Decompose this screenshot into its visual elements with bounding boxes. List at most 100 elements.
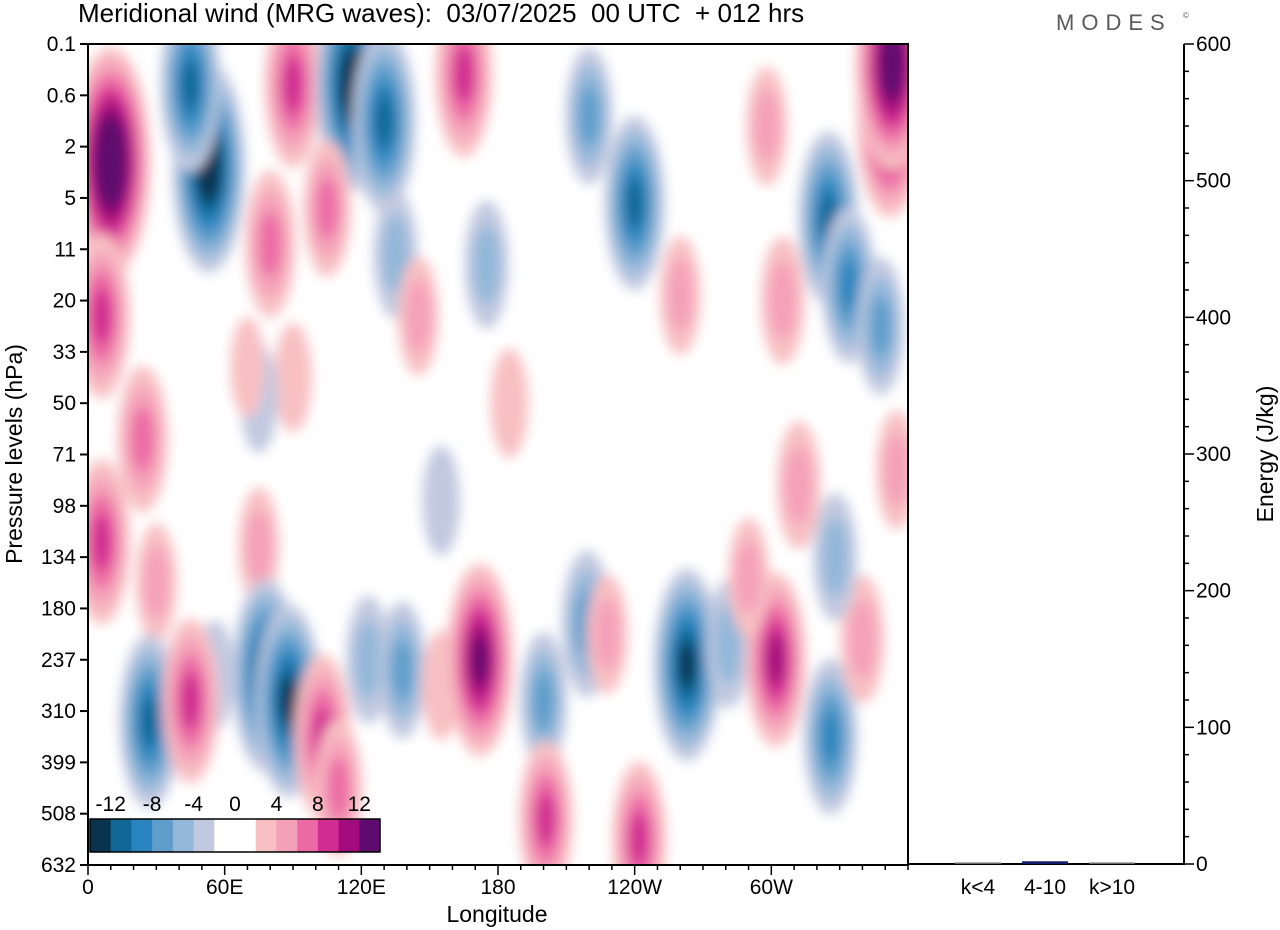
energy-bar-1 [1022, 861, 1068, 864]
contour-ring [490, 348, 529, 459]
contour-ring [283, 56, 303, 114]
energy-bar-0 [955, 862, 1001, 864]
pressure-tick-label: 2 [64, 136, 76, 159]
wind-anomaly-15 [798, 131, 859, 306]
colorbar-swatch [255, 819, 277, 852]
colorbar-swatch [110, 819, 132, 852]
colorbar-label: -8 [143, 793, 162, 816]
contour-ring [140, 696, 159, 747]
contour-ring [354, 620, 382, 700]
colorbar-frame [89, 818, 381, 853]
wind-anomaly-32 [162, 618, 219, 784]
colorbar-swatch [90, 819, 112, 852]
wind-anomaly-21 [760, 236, 805, 365]
contour-ring [391, 639, 413, 701]
colorbar-label: 12 [348, 793, 371, 816]
contour-ring [626, 178, 644, 228]
wind-anomaly-20 [857, 257, 905, 396]
longitude-tick-label: 120E [337, 876, 386, 899]
wind-anomaly-12 [464, 200, 509, 329]
colorbar-swatch [317, 819, 340, 852]
energy-axis-label: Energy (J/kg) [1252, 386, 1278, 523]
wind-anomaly-13 [604, 115, 665, 291]
contour-ring [230, 316, 265, 418]
wind-anomaly-52 [776, 421, 821, 550]
contour-ring [94, 113, 128, 211]
colorbar-swatch [359, 819, 381, 852]
energy-category-label: 4-10 [1024, 876, 1066, 899]
colorbar-swatch [152, 819, 174, 852]
contour-ring [714, 604, 742, 684]
contour-ring [594, 597, 620, 671]
longitude-tick-label: 0 [82, 876, 94, 899]
contour-ring [328, 757, 350, 819]
wind-anomaly-28 [88, 459, 131, 625]
wind-anomaly-17 [855, 44, 908, 171]
contour-ring [280, 677, 297, 725]
colorbar: -12 -8 -4 0 4 8 12 [89, 793, 381, 853]
energy-tick-label: 200 [1196, 580, 1231, 603]
wind-anomaly-27 [238, 487, 280, 607]
contour-ring [471, 636, 488, 684]
longitude-tick-label: 120W [607, 876, 662, 899]
wind-anomaly-9 [245, 170, 296, 318]
contour-ring [821, 709, 840, 764]
contour-ring [375, 94, 394, 148]
wind-anomaly-14 [565, 47, 613, 185]
colorbar-swatch [193, 819, 215, 852]
colorbar-swatch [172, 819, 195, 852]
contour-ring [246, 510, 272, 584]
colorbar-swatch [214, 819, 236, 852]
contour-ring [735, 541, 762, 615]
chart-title: Meridional wind (MRG waves): 03/07/2025 … [78, 0, 805, 28]
wind-anomaly-25 [490, 348, 529, 459]
longitude-tick-label: 60W [750, 876, 793, 899]
pressure-tick-label: 98 [53, 495, 76, 518]
pressure-tick-label: 5 [64, 187, 76, 210]
x-axis-label: Longitude [446, 901, 547, 927]
energy-tick-label: 300 [1196, 443, 1231, 466]
wind-anomaly-22 [397, 256, 439, 376]
contour-ring [879, 44, 905, 101]
wind-anomaly-1 [88, 233, 131, 399]
contour-ring [143, 546, 169, 620]
contour-ring [754, 89, 780, 163]
wind-anomaly-0 [88, 47, 151, 277]
energy-panel: k<4 4-10 k>10 [907, 44, 1185, 899]
pressure-tick-label: 632 [41, 854, 76, 877]
contour-ring [181, 60, 200, 110]
colorbar-swatch [276, 819, 298, 852]
contour-ring [533, 670, 555, 732]
colorbar-swatch [131, 819, 153, 852]
contour-ring [274, 322, 312, 433]
contour-ring [453, 46, 474, 104]
wind-anomaly-38 [378, 601, 426, 739]
pressure-tick-label: 71 [53, 444, 76, 467]
wind-anomaly-37 [346, 595, 391, 724]
colorbar-label: 8 [312, 793, 324, 816]
wind-anomaly-44 [586, 574, 628, 694]
energy-tick-label: 0 [1196, 853, 1208, 876]
wind-anomaly-7 [352, 44, 416, 213]
y-axis-label: Pressure levels (hPa) [1, 344, 27, 564]
contour-ring [870, 295, 892, 357]
wind-anomaly-50 [840, 575, 885, 704]
energy-category-label: k>10 [1089, 876, 1135, 899]
longitude-tick-label: 180 [480, 876, 515, 899]
wind-anomaly-40 [446, 563, 513, 757]
colorbar-swatch [235, 819, 257, 852]
wind-anomaly-42 [519, 740, 573, 865]
energy-category-label: k<4 [961, 876, 996, 899]
contour-ring [473, 225, 501, 305]
wind-anomaly-2 [117, 365, 168, 513]
pressure-tick-label: 0.6 [47, 84, 76, 107]
wind-anomaly-24 [274, 322, 312, 433]
pressure-tick-label: 11 [54, 238, 76, 261]
contour-ring [131, 406, 154, 472]
modes-logo: MODES [1056, 10, 1172, 35]
contour-ring [769, 261, 797, 341]
wind-anomaly-23 [659, 235, 701, 355]
contour-ring [821, 517, 849, 597]
contour-ring [629, 812, 649, 865]
pressure-tick-label: 33 [53, 341, 76, 364]
